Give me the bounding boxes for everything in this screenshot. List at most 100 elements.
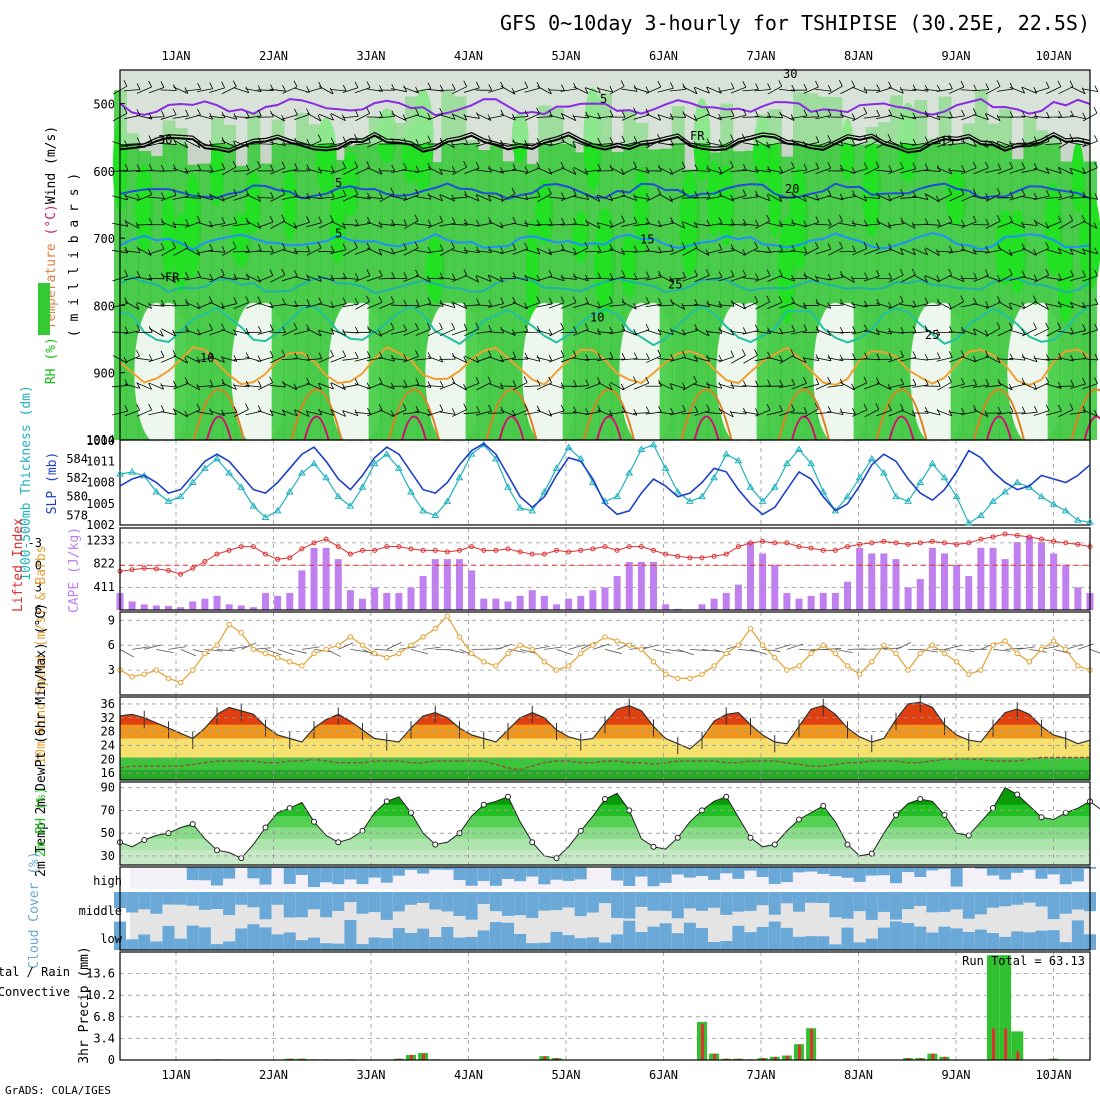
wind-speed-point [1076, 664, 1080, 668]
rh-ylabel: 2m RH (%) [34, 787, 49, 857]
pressure-tick-label: 500 [93, 98, 115, 112]
wind-barb-10m [375, 649, 393, 650]
cloud-high-bar [854, 867, 866, 882]
contour-label: 15 [940, 134, 954, 148]
wind-speed-point [845, 664, 849, 668]
cloud-low-bar [926, 933, 938, 950]
cloud-low-bar [199, 927, 211, 950]
cape-bar [783, 593, 790, 610]
cape-bar [759, 553, 766, 610]
cloud-low-bar [551, 932, 563, 950]
cloud-low-bar [975, 930, 987, 950]
wind-speed-point [385, 655, 389, 659]
cape-bar [201, 599, 208, 610]
wind-speed-point [930, 643, 934, 647]
cloud-high-bar [672, 867, 684, 875]
wind-barb-10m [387, 642, 402, 649]
wind-speed-point [700, 672, 704, 676]
cloud-high-bar [623, 867, 635, 886]
wind-barb-10m [181, 649, 196, 655]
cloud-low-bar [1072, 920, 1084, 950]
wind-barb-10m [1029, 649, 1046, 652]
cloud-mid-bar [708, 892, 720, 908]
footer-credit: GrADS: COLA/IGES [5, 1084, 111, 1097]
cloud-mid-bar [999, 892, 1011, 906]
cloud-mid-bar [223, 892, 235, 915]
top-date-label: 9JAN [942, 49, 971, 63]
cape-bar [602, 587, 609, 610]
cloud-low-bar [260, 927, 272, 950]
cloud-high-bar [308, 867, 320, 887]
wind-barb-10m [993, 649, 1011, 651]
cloud-high-bar [393, 867, 405, 876]
cloud-low-bar [902, 923, 914, 950]
cloud-mid-bar [381, 892, 393, 920]
cloud-low-bar [708, 942, 720, 950]
cloud-mid-bar [126, 892, 138, 912]
slp-tick-label: 1002 [86, 518, 115, 532]
cape-bar [468, 570, 475, 610]
thickness-tick-label: 578 [66, 509, 88, 523]
cloud-high-bar [648, 867, 660, 886]
rh-point [142, 837, 147, 842]
rh-point [918, 797, 923, 802]
pressure-tick-label: 900 [93, 367, 115, 381]
wind-speed-point [348, 635, 352, 639]
wind-speed-point [142, 672, 146, 676]
contour-label: 5 [335, 227, 342, 241]
contour-label: 30 [158, 133, 172, 147]
wind-barb [1095, 135, 1098, 141]
cape-bar [650, 562, 657, 610]
rh-point [651, 844, 656, 849]
cloud-mid-bar [720, 892, 732, 915]
wind-speed-point [506, 651, 510, 655]
cape-bar [808, 596, 815, 610]
cloud-ylabel: Cloud Cover (%) [27, 851, 42, 968]
cloud-low-bar [769, 922, 781, 950]
precip-total-legend: Total / Rain [0, 965, 70, 979]
cloud-low-bar [757, 927, 769, 950]
cape-bar [965, 576, 972, 610]
cloud-high-bar [1048, 867, 1060, 874]
cloud-mid-bar [575, 892, 587, 916]
top-date-label: 2JAN [259, 49, 288, 63]
wind-barb [173, 305, 189, 306]
cape-bar [1002, 559, 1009, 610]
wind-speed-point [1051, 639, 1055, 643]
top-date-label: 5JAN [552, 49, 581, 63]
bottom-date-label: 10JAN [1035, 1068, 1071, 1082]
cape-bar [577, 596, 584, 610]
wind-barb-10m [290, 649, 307, 653]
precip-tick-label: 3.4 [93, 1031, 115, 1045]
cloud-mid-bar [793, 892, 805, 912]
wind-speed-point [1015, 651, 1019, 655]
wind-speed-point [833, 651, 837, 655]
cloud-low-bar [1011, 931, 1023, 950]
cloud-high-bar [575, 867, 587, 879]
cloud-low-bar [308, 938, 320, 950]
cloud-low-bar [526, 943, 538, 950]
rh-cell [502, 161, 515, 440]
wind-barb-10m [156, 649, 173, 652]
cloud-high-bar [757, 867, 769, 877]
cloud-high-bar [635, 867, 647, 877]
wind-speed-point [882, 643, 886, 647]
rh-point [336, 840, 341, 845]
bottom-date-label: 3JAN [357, 1068, 386, 1082]
rh-point [215, 848, 220, 853]
wind-speed-point [688, 676, 692, 680]
cloud-low-bar [563, 935, 575, 950]
rh-point [287, 806, 292, 811]
rh-point [506, 794, 511, 799]
cloud-low-bar [660, 923, 672, 950]
precip-tick-label: 0 [108, 1053, 115, 1067]
wind-speed-point [494, 664, 498, 668]
cloud-high-bar [526, 867, 538, 877]
wind-speed-point [227, 622, 231, 626]
cloud-mid-bar [1060, 892, 1072, 914]
run-total-annotation: Run Total = 63.13 [962, 954, 1085, 968]
cloud-low-bar [781, 928, 793, 950]
cloud-mid-bar [963, 892, 975, 919]
cloud-low-bar [441, 927, 453, 950]
rh-point [530, 840, 535, 845]
